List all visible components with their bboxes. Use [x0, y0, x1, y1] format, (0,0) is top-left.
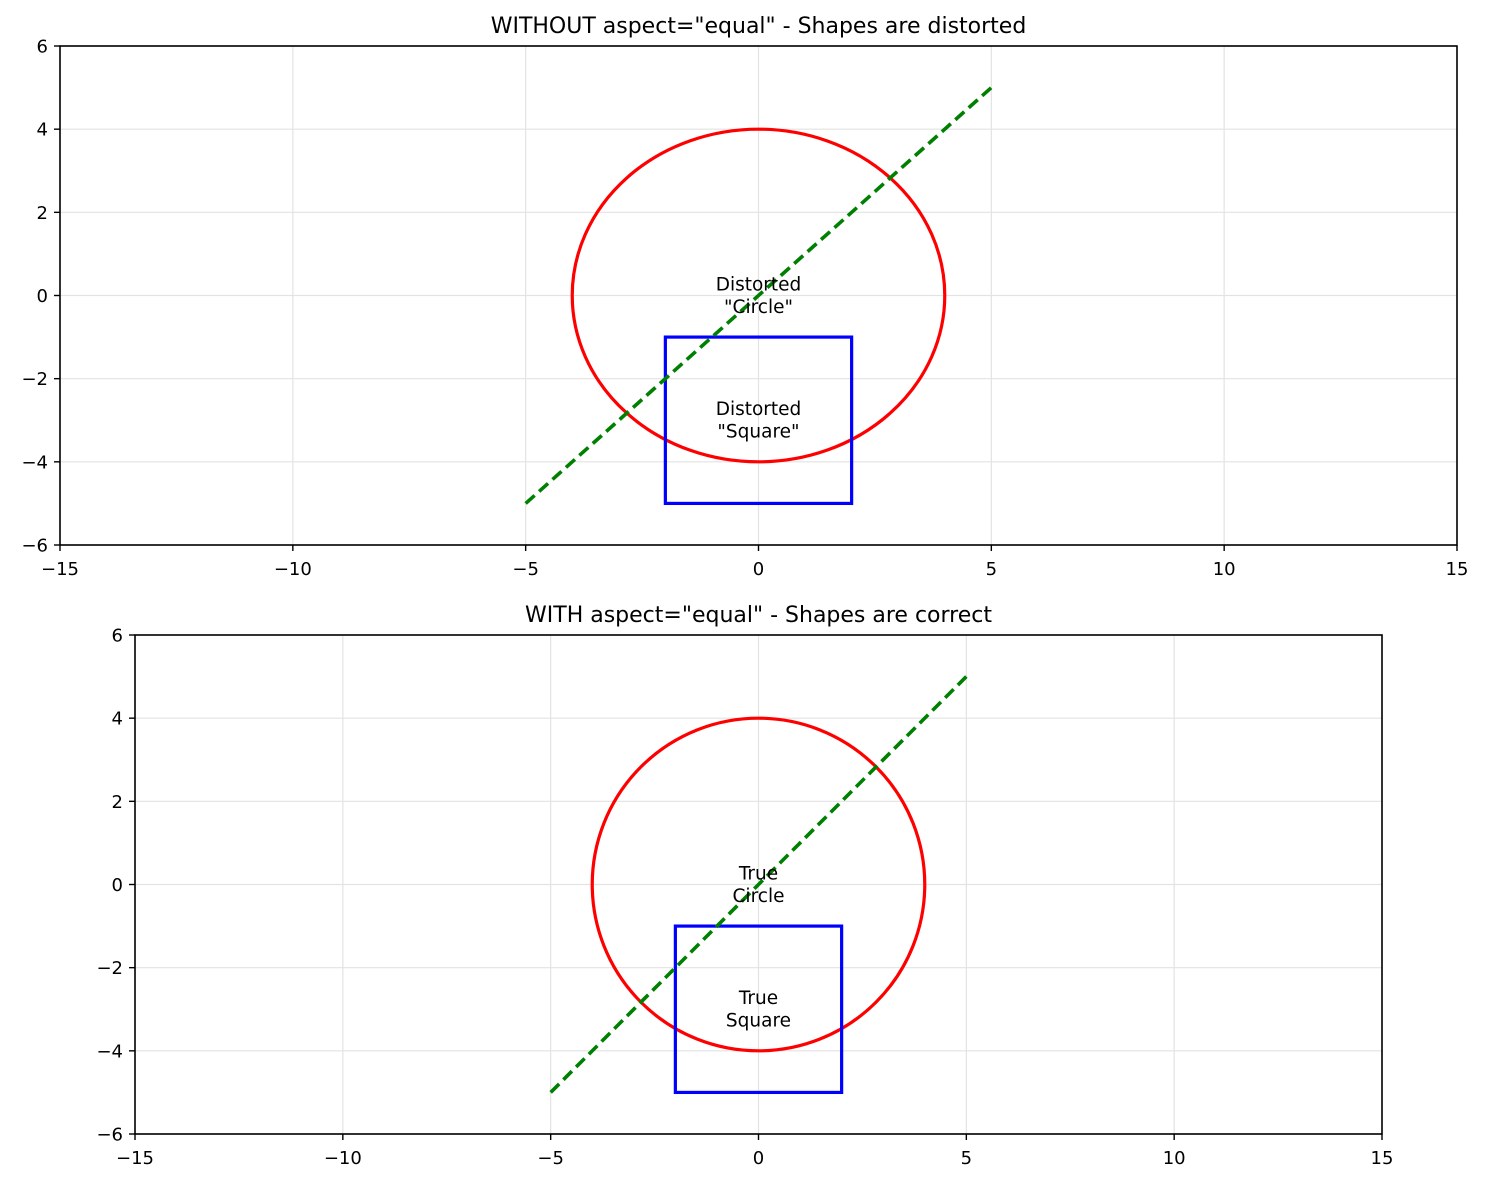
- chart-1-annotation-1-line-1: Distorted: [716, 274, 802, 295]
- chart-1-square-shape: [663, 335, 854, 506]
- chart-2-ytick-label-5: 4: [112, 709, 123, 730]
- chart-1-xtick-label-4: 5: [986, 559, 997, 580]
- chart-2-square-shape: [673, 924, 844, 1095]
- chart-2-annotation-1-line-2: Circle: [733, 886, 785, 907]
- chart-1-annotation-1-line-2: "Circle": [724, 297, 793, 318]
- chart-2-xtick-label-6: 15: [1371, 1148, 1394, 1169]
- chart-2-annotation-2-line-1: True: [738, 988, 778, 1009]
- chart-1: WITHOUT aspect="equal" - Shapes are dist…: [21, 14, 1468, 580]
- chart-2-xtick-label-4: 5: [961, 1148, 972, 1169]
- chart-2-xtick-label-3: 0: [753, 1148, 764, 1169]
- chart-2-xtick-label-2: −5: [537, 1148, 564, 1169]
- chart-2-annotation-2-line-2: Square: [726, 1011, 791, 1032]
- chart-1-ytick-label-1: −4: [21, 452, 48, 473]
- chart-2-ytick-label-1: −4: [96, 1041, 123, 1062]
- chart-1-xtick-label-2: −5: [512, 559, 539, 580]
- chart-1-ytick-label-4: 2: [37, 203, 48, 224]
- chart-2-xtick-label-5: 10: [1163, 1148, 1186, 1169]
- chart-2-title: WITH aspect="equal" - Shapes are correct: [525, 603, 992, 628]
- chart-1-annotation-2-line-1: Distorted: [716, 399, 802, 420]
- chart-1-xtick-label-0: −15: [41, 559, 79, 580]
- chart-2-xtick-label-1: −10: [324, 1148, 362, 1169]
- chart-1-xtick-label-1: −10: [274, 559, 312, 580]
- chart-2-ytick-label-4: 2: [112, 792, 123, 813]
- chart-1-ytick-label-3: 0: [37, 286, 48, 307]
- chart-2: WITH aspect="equal" - Shapes are correct…: [96, 603, 1393, 1169]
- chart-2-ytick-label-3: 0: [112, 875, 123, 896]
- chart-2-ytick-label-0: −6: [96, 1125, 123, 1146]
- chart-1-diagonal-line: [524, 86, 993, 505]
- chart-1-circle-shape: [570, 127, 947, 464]
- chart-1-xtick-label-3: 0: [753, 559, 764, 580]
- chart-1-annotation-2-line-2: "Square": [717, 422, 799, 443]
- chart-2-annotation-1-line-1: True: [738, 863, 778, 884]
- chart-1-title: WITHOUT aspect="equal" - Shapes are dist…: [491, 14, 1027, 39]
- chart-1-ytick-label-6: 6: [37, 37, 48, 58]
- chart-2-circle-shape: [590, 716, 927, 1053]
- chart-1-xtick-label-5: 10: [1213, 559, 1236, 580]
- chart-2-ytick-label-6: 6: [112, 626, 123, 647]
- chart-2-diagonal-line: [549, 675, 968, 1094]
- chart-1-ytick-label-5: 4: [37, 120, 48, 141]
- chart-1-xtick-label-6: 15: [1446, 559, 1469, 580]
- chart-2-xtick-label-0: −15: [116, 1148, 154, 1169]
- chart-1-ytick-label-0: −6: [21, 536, 48, 557]
- chart-2-ytick-label-2: −2: [96, 958, 123, 979]
- chart-1-ytick-label-2: −2: [21, 369, 48, 390]
